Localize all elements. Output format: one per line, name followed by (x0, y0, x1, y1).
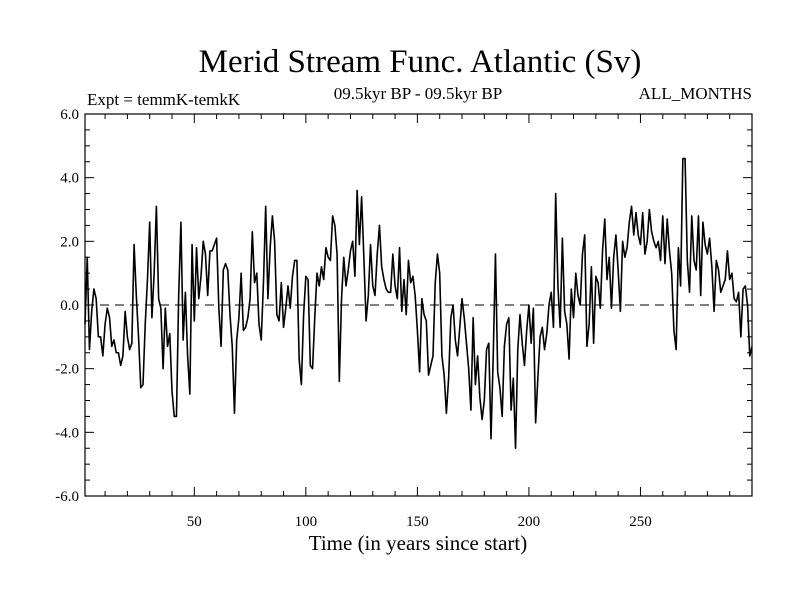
chart-subtitle-left: Expt = temmK-temkK (87, 90, 241, 109)
y-tick-label: -6.0 (55, 489, 79, 505)
x-tick-label: 200 (518, 514, 541, 530)
y-tick-label: -4.0 (55, 425, 79, 441)
plot-frame (84, 113, 753, 497)
x-axis-label: Time (in years since start) (309, 531, 528, 555)
x-tick-label: 150 (406, 514, 429, 530)
chart-title: Merid Stream Func. Atlantic (Sv) (199, 44, 642, 80)
y-tick-label: 0.0 (60, 298, 79, 314)
axes-layer: -6.0 -4.0 -2.0 0.0 2.0 4.0 6.0 50 100 150 200 250 (55, 107, 752, 530)
chart-subtitle-center: 09.5kyr BP - 09.5kyr BP (334, 84, 502, 103)
data-layer (84, 157, 753, 450)
y-tick-label: 6.0 (60, 107, 79, 123)
y-tick-label: 4.0 (60, 171, 79, 187)
chart-subtitle-right: ALL_MONTHS (639, 84, 752, 103)
x-tick-label: 100 (295, 514, 318, 530)
x-tick-label: 50 (187, 514, 202, 530)
x-tick-label: 250 (629, 514, 652, 530)
series-line (84, 157, 753, 450)
y-tick-label: 2.0 (60, 234, 79, 250)
y-tick-label: -2.0 (55, 362, 79, 378)
